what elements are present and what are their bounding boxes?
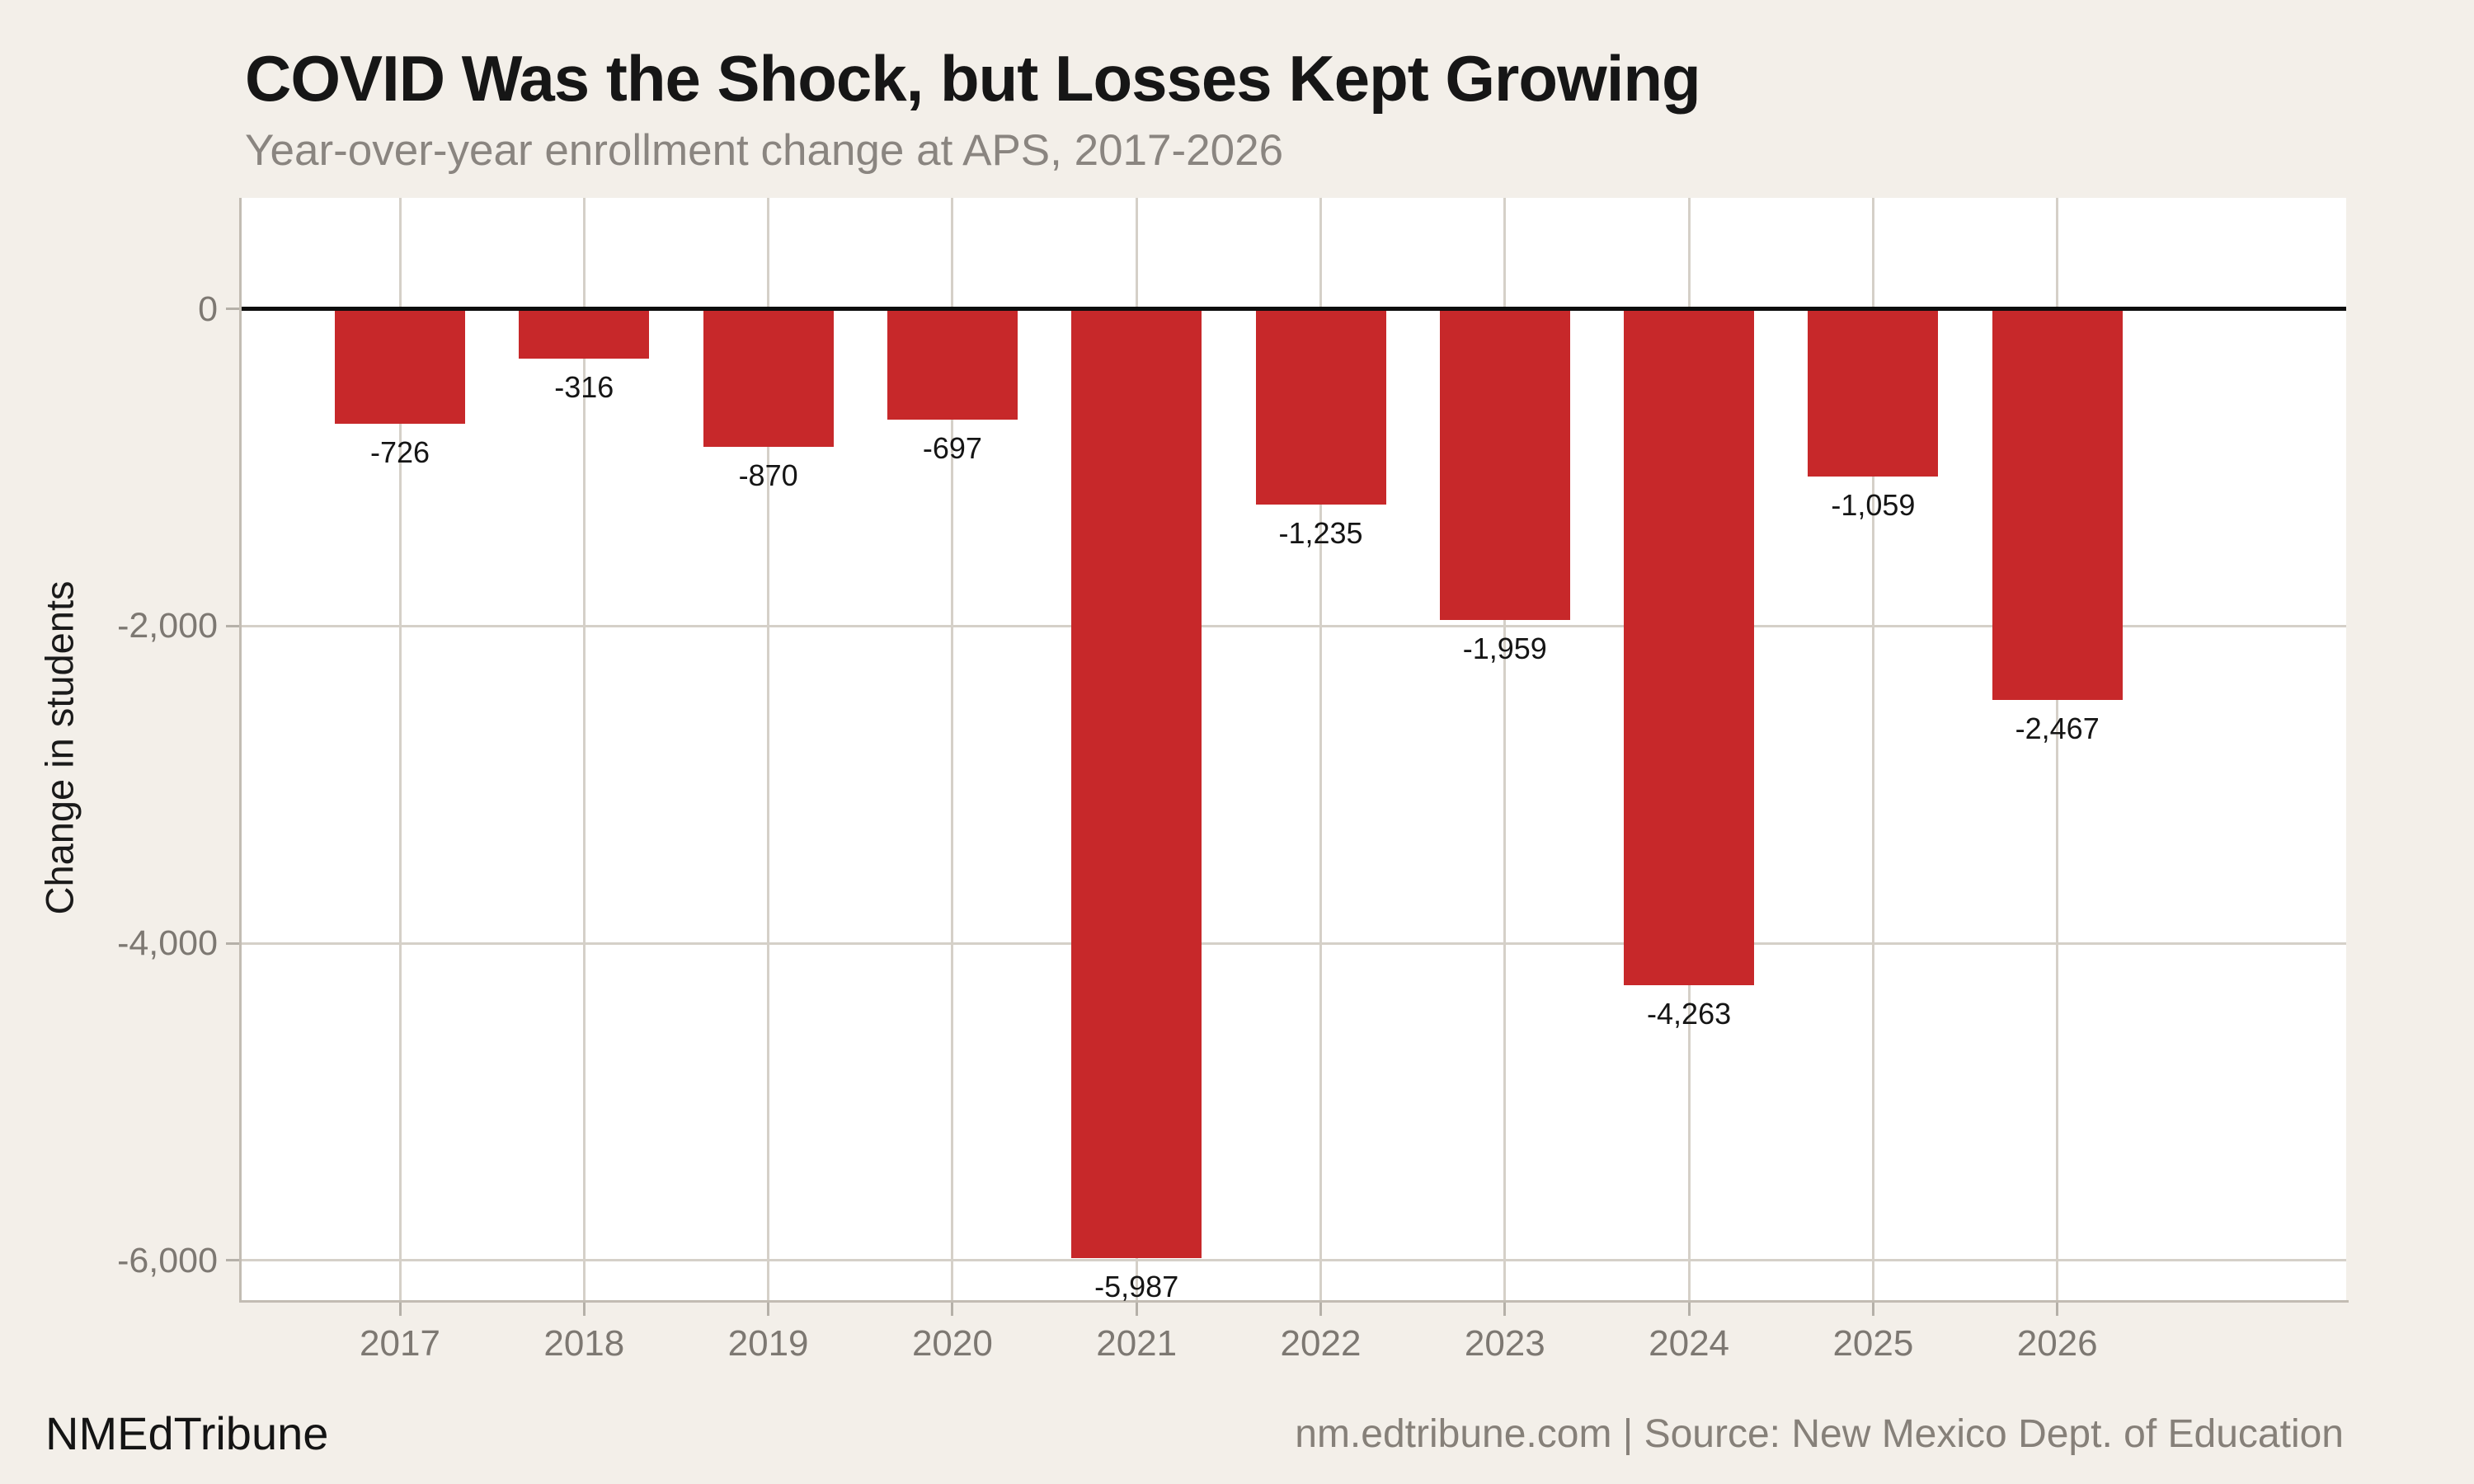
x-tick-mark <box>1871 1303 1874 1316</box>
y-tick-label: -4,000 <box>117 923 218 964</box>
x-tick-label: 2022 <box>1280 1323 1362 1364</box>
bar <box>1255 308 1386 505</box>
x-gridline <box>767 198 770 1300</box>
y-tick-mark <box>226 942 239 945</box>
x-gridline <box>1503 198 1507 1300</box>
bar-value-label: -1,235 <box>1278 516 1363 551</box>
bar <box>335 308 465 425</box>
x-gridline <box>951 198 954 1300</box>
x-tick-label: 2026 <box>2016 1323 2098 1364</box>
y-axis-line <box>239 198 242 1303</box>
y-tick-label: -6,000 <box>117 1240 218 1280</box>
bar-value-label: -1,059 <box>1831 488 1916 523</box>
x-tick-mark <box>1135 1303 1138 1316</box>
bar-value-label: -697 <box>922 430 982 465</box>
y-gridline <box>242 624 2346 627</box>
bar-value-label: -4,263 <box>1647 996 1732 1031</box>
x-tick-mark <box>951 1303 954 1316</box>
x-tick-label: 2025 <box>1832 1323 1914 1364</box>
x-gridline <box>1319 198 1322 1300</box>
bar-value-label: -1,959 <box>1462 631 1547 665</box>
y-tick-label: 0 <box>198 289 218 329</box>
x-gridline <box>2056 198 2059 1300</box>
bar-value-label: -870 <box>738 458 798 493</box>
bar <box>887 308 1018 420</box>
x-tick-label: 2024 <box>1649 1323 1730 1364</box>
x-tick-mark <box>1319 1303 1322 1316</box>
x-tick-mark <box>1687 1303 1691 1316</box>
x-tick-label: 2019 <box>727 1323 809 1364</box>
x-axis-line <box>239 1300 2349 1303</box>
bar-value-label: -316 <box>554 370 614 405</box>
y-tick-label: -2,000 <box>117 606 218 646</box>
x-tick-label: 2023 <box>1464 1323 1545 1364</box>
x-tick-label: 2021 <box>1096 1323 1178 1364</box>
x-tick-label: 2017 <box>360 1323 440 1364</box>
x-gridline <box>1871 198 1874 1300</box>
bar <box>519 308 650 359</box>
bar <box>703 308 834 448</box>
y-tick-mark <box>226 308 239 311</box>
bar <box>1992 308 2123 701</box>
x-tick-mark <box>1503 1303 1507 1316</box>
bar <box>1624 308 1755 985</box>
chart-subtitle: Year-over-year enrollment change at APS,… <box>245 126 1284 175</box>
x-gridline <box>582 198 586 1300</box>
x-tick-label: 2020 <box>911 1323 993 1364</box>
bar-value-label: -2,467 <box>2015 711 2100 746</box>
plot-area: -726 -316 -870 -697 -5,987 -1,235 -1,959 -4,263… <box>242 198 2346 1303</box>
y-tick-mark <box>226 624 239 627</box>
x-tick-mark <box>582 1303 586 1316</box>
bar-value-label: -5,987 <box>1094 1270 1179 1304</box>
x-tick-label: 2018 <box>543 1323 625 1364</box>
x-tick-mark <box>767 1303 770 1316</box>
y-tick-mark <box>226 1259 239 1262</box>
bar <box>1071 308 1202 1259</box>
zero-baseline <box>242 307 2346 312</box>
footer-attribution: nm.edtribune.com | Source: New Mexico De… <box>1295 1412 2344 1456</box>
bar-value-label: -726 <box>369 435 430 470</box>
bar <box>1439 308 1570 620</box>
bar <box>1808 308 1939 477</box>
x-gridline <box>398 198 402 1300</box>
y-gridline <box>242 1259 2346 1262</box>
chart-title: COVID Was the Shock, but Losses Kept Gro… <box>245 42 1701 115</box>
footer-brand: NMEdTribune <box>45 1407 329 1459</box>
x-tick-mark <box>398 1303 402 1316</box>
y-gridline <box>242 942 2346 945</box>
x-tick-mark <box>2056 1303 2059 1316</box>
